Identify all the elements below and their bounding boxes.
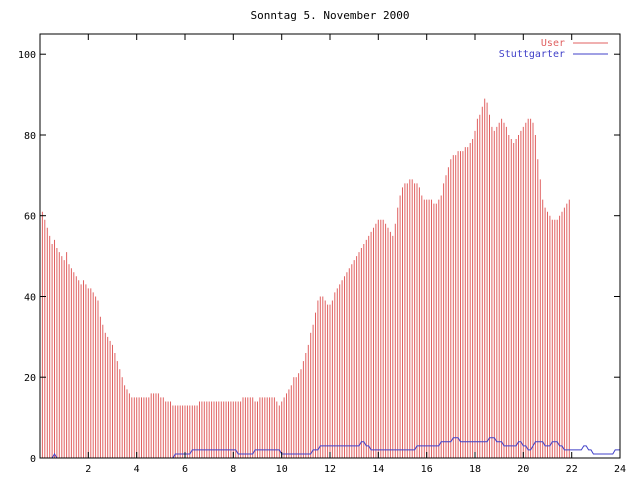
x-tick-label: 12 [324, 464, 336, 475]
x-tick-label: 2 [85, 464, 91, 475]
x-tick-label: 16 [421, 464, 433, 475]
y-tick-label: 80 [24, 131, 36, 142]
legend: User Stuttgarter [499, 38, 608, 60]
x-tick-label: 20 [517, 464, 529, 475]
x-tick-label: 4 [134, 464, 140, 475]
y-tick-label: 60 [24, 212, 36, 223]
x-tick-label: 24 [614, 464, 626, 475]
y-tick-label: 20 [24, 373, 36, 384]
x-tick-label: 14 [372, 464, 384, 475]
y-tick-label: 100 [18, 50, 36, 61]
chart-title: Sonntag 5. November 2000 [251, 9, 410, 22]
legend-label-stuttgarter: Stuttgarter [499, 49, 565, 60]
y-tick-label: 0 [30, 454, 36, 465]
x-tick-label: 18 [469, 464, 481, 475]
x-tick-label: 8 [230, 464, 236, 475]
legend-label-user: User [541, 38, 565, 49]
x-tick-label: 10 [276, 464, 288, 475]
user-series [39, 98, 570, 458]
y-tick-label: 40 [24, 293, 36, 304]
x-tick-label: 6 [182, 464, 188, 475]
x-tick-label: 22 [566, 464, 578, 475]
